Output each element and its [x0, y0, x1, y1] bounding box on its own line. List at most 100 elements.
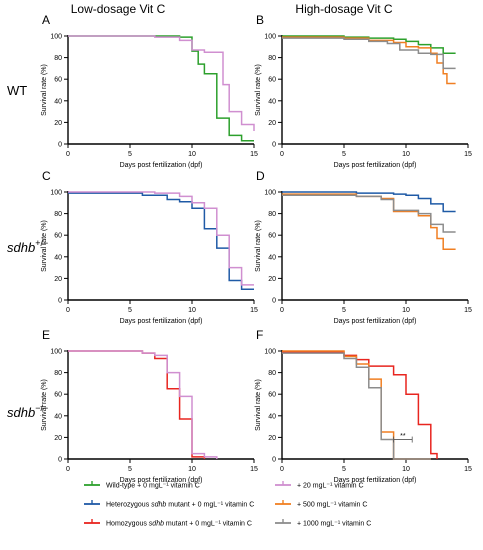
legend-label: Wild-type + 0 mgL⁻¹ vitamin C	[106, 483, 200, 490]
x-tick-label: 15	[250, 466, 258, 473]
x-axis-label: Days post fertilization (dpf)	[120, 477, 203, 484]
row-gene: sdhb	[7, 405, 35, 420]
row-label-sdhb-hom: sdhb−/−	[7, 403, 48, 420]
y-tick-label: 40	[268, 413, 276, 420]
y-tick-label: 20	[268, 435, 276, 442]
x-tick-label: 0	[66, 151, 70, 158]
legend-label-suffix: mutant + 0 mgL⁻¹ vitamin C	[166, 502, 254, 509]
panel-letter: C	[42, 169, 51, 183]
legend-item-vc20: + 20 mgL⁻¹ vitamin C	[275, 481, 364, 490]
y-tick-label: 100	[264, 349, 276, 356]
header-low-dosage: Low-dosage Vit C	[71, 2, 166, 16]
panel-letter: A	[42, 13, 50, 27]
y-tick-label: 80	[54, 55, 62, 62]
x-axis-label: Days post fertilization (dpf)	[334, 477, 417, 484]
row-genotype: +/−	[35, 238, 48, 248]
x-tick-label: 15	[464, 151, 472, 158]
y-tick-label: 80	[268, 370, 276, 377]
y-tick-label: 40	[268, 254, 276, 261]
legend-label-gene: sdhb	[151, 502, 166, 509]
legend-item-vc1000: + 1000 mgL⁻¹ vitamin C	[275, 519, 371, 528]
legend-item-vc500: + 500 mgL⁻¹ vitamin C	[275, 500, 367, 509]
x-tick-label: 15	[250, 151, 258, 158]
legend-label-prefix: + 20 mgL⁻¹ vitamin C	[297, 483, 364, 490]
legend-label: + 20 mgL⁻¹ vitamin C	[297, 483, 364, 490]
legend-item-wildtype: Wild-type + 0 mgL⁻¹ vitamin C	[84, 481, 200, 490]
y-axis-label: Survival rate (%)	[255, 220, 262, 272]
y-tick-label: 0	[58, 298, 62, 305]
series-line-vc20	[68, 191, 254, 286]
row-label-wt: WT	[7, 83, 27, 98]
legend-label: + 1000 mgL⁻¹ vitamin C	[297, 521, 371, 528]
y-axis-label: Survival rate (%)	[41, 220, 48, 272]
legend: Wild-type + 0 mgL⁻¹ vitamin C + 20 mgL⁻¹ …	[84, 481, 371, 528]
y-tick-label: 40	[268, 98, 276, 105]
legend-label-prefix: Homozygous	[106, 521, 149, 528]
y-tick-label: 80	[268, 211, 276, 218]
y-tick-label: 20	[268, 276, 276, 283]
y-tick-label: 60	[268, 392, 276, 399]
panel-letter: B	[256, 13, 264, 27]
panel-e: E 0 20 40 60 80 100 0 5 10 15 Days post fertilizati…	[41, 328, 258, 484]
panel-c: C 0 20 40 60 80 100 0 5 10 15 Days post fertilizati…	[41, 169, 258, 325]
legend-label-gene: sdhb	[149, 521, 164, 528]
y-tick-label: 0	[272, 142, 276, 149]
y-axis-label: Survival rate (%)	[41, 64, 48, 116]
y-tick-label: 80	[268, 55, 276, 62]
x-tick-label: 0	[280, 307, 284, 314]
x-tick-label: 10	[402, 307, 410, 314]
series-line-hom	[68, 350, 206, 459]
series-line-vc500	[282, 193, 456, 250]
row-label-sdhb-het: sdhb+/−	[7, 238, 48, 255]
panel-letter: E	[42, 328, 50, 342]
series-line-vc20	[68, 350, 218, 459]
legend-label-prefix: Wild-type	[106, 483, 135, 490]
x-axis-label: Days post fertilization (dpf)	[334, 318, 417, 325]
row-genotype: −/−	[35, 403, 48, 413]
x-axis-label: Days post fertilization (dpf)	[334, 162, 417, 169]
y-tick-label: 40	[54, 98, 62, 105]
legend-item-hom: Homozygous sdhb mutant + 0 mgL⁻¹ vitamin…	[84, 519, 252, 528]
row-gene: sdhb	[7, 240, 35, 255]
y-tick-label: 20	[54, 435, 62, 442]
y-tick-label: 20	[268, 120, 276, 127]
y-tick-label: 80	[54, 211, 62, 218]
series-line-vc1000	[282, 37, 456, 70]
legend-label-prefix: + 1000 mgL⁻¹ vitamin C	[297, 521, 371, 528]
x-tick-label: 5	[128, 307, 132, 314]
y-tick-label: 60	[54, 233, 62, 240]
series-line-wildtype	[282, 35, 456, 55]
y-tick-label: 100	[50, 190, 62, 197]
y-tick-label: 0	[58, 142, 62, 149]
x-tick-label: 10	[402, 466, 410, 473]
x-tick-label: 5	[342, 466, 346, 473]
legend-label: + 500 mgL⁻¹ vitamin C	[297, 502, 367, 509]
y-tick-label: 60	[268, 77, 276, 84]
x-tick-label: 0	[66, 466, 70, 473]
x-tick-label: 15	[250, 307, 258, 314]
x-tick-label: 0	[66, 307, 70, 314]
x-tick-label: 10	[188, 151, 196, 158]
y-tick-label: 0	[58, 457, 62, 464]
y-tick-label: 40	[54, 413, 62, 420]
series-line-wildtype	[68, 35, 254, 142]
y-tick-label: 100	[264, 190, 276, 197]
panel-a: A 0 20 40 60 80 100 0 5 10 15 Days post fertilizati…	[41, 13, 258, 169]
series-line-het	[282, 191, 456, 213]
x-tick-label: 5	[342, 307, 346, 314]
y-tick-label: 60	[54, 77, 62, 84]
series-line-vc1000	[282, 194, 456, 233]
x-tick-label: 5	[128, 466, 132, 473]
panel-f: F 0 20 40 60 80 100 0 5 10 15 Days post fertilizati…	[255, 328, 472, 484]
y-tick-label: 60	[268, 233, 276, 240]
x-tick-label: 10	[188, 307, 196, 314]
y-tick-label: 100	[50, 34, 62, 41]
header-high-dosage: High-dosage Vit C	[295, 2, 393, 16]
x-tick-label: 0	[280, 466, 284, 473]
legend-item-het: Heterozygous sdhb mutant + 0 mgL⁻¹ vitam…	[84, 500, 254, 509]
y-tick-label: 100	[50, 349, 62, 356]
y-tick-label: 80	[54, 370, 62, 377]
y-axis-label: Survival rate (%)	[255, 379, 262, 431]
